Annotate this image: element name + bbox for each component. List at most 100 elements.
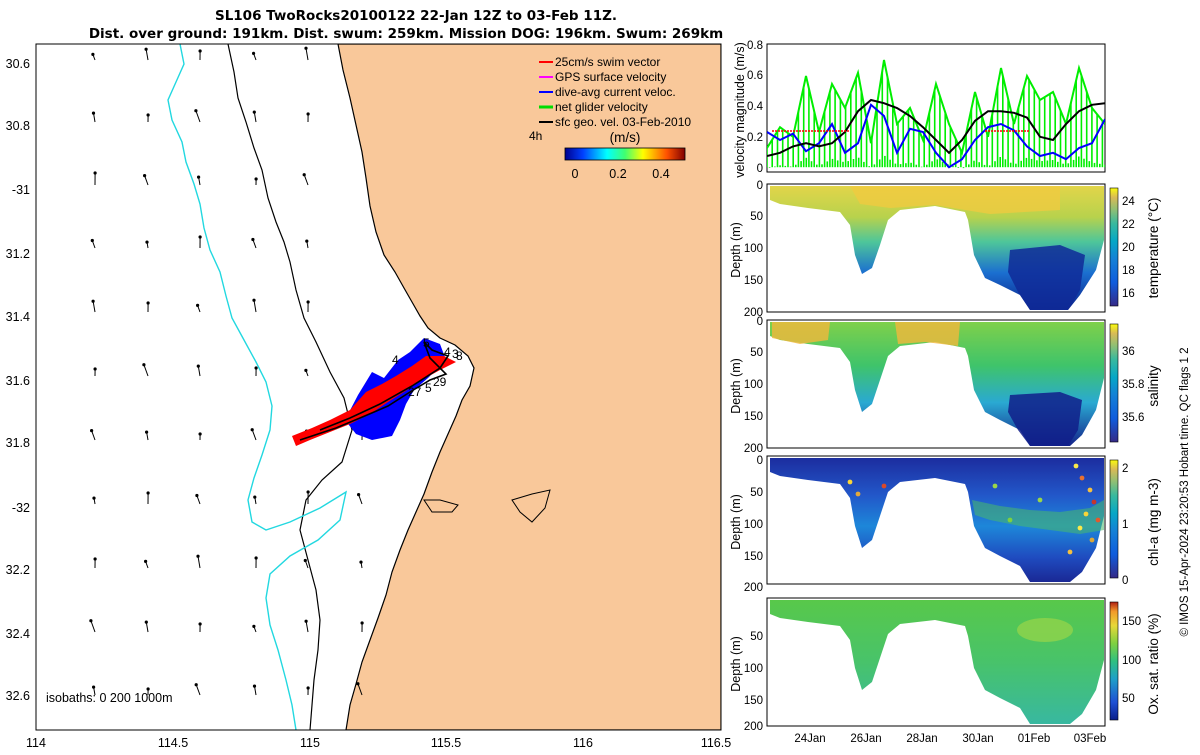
quiver-arrow-head [195, 494, 198, 497]
temp-cbtick: 24 [1122, 196, 1135, 208]
quiver-arrow-head [194, 109, 197, 112]
figure-title-line1: SL106 TwoRocks20100122 22-Jan 12Z to 03-… [215, 8, 617, 24]
quiver-arrow-head [307, 686, 310, 689]
quiver-arrow-head [307, 300, 310, 303]
chla-sample-point [882, 484, 887, 489]
time-tick: 30Jan [962, 733, 993, 745]
time-tick: 24Jan [794, 733, 825, 745]
ox-ytick: 150 [744, 695, 763, 707]
map-ytick: 32.6 [6, 689, 30, 703]
sal-cbtick: 35.6 [1122, 412, 1144, 424]
temp-ytick: 100 [744, 243, 763, 255]
quiver-arrow-head [252, 625, 255, 628]
track-label: 4 [392, 353, 399, 367]
chl-ylabel: Depth (m) [729, 494, 743, 550]
ox-ytick: 200 [744, 721, 763, 733]
chl-ytick: 100 [744, 519, 763, 531]
quiver-arrow-head [145, 431, 148, 434]
chl-cblabel: chl-a (mg m-3) [1146, 478, 1161, 566]
map-panel: 4 5 4 3 8 29 27 5 25cm/s swim vector GPS… [6, 44, 732, 750]
map-xtick: 114.5 [158, 736, 188, 750]
quiver-arrow-head [195, 683, 198, 686]
time-axis: 24Jan 26Jan 28Jan 30Jan 01Feb 03Feb [794, 733, 1106, 745]
quiver-arrow-head [305, 240, 308, 243]
map-colorbar-tick: 0.4 [652, 167, 669, 181]
chl-ytick: 150 [744, 551, 763, 563]
temp-cbtick: 20 [1122, 242, 1135, 254]
ox-cblabel: Ox. sat. ratio (%) [1146, 613, 1161, 714]
map-xtick: 116 [573, 736, 593, 750]
track-label: 29 [433, 375, 447, 389]
map-ytick: 32.2 [6, 563, 30, 577]
quiver-arrow-head [199, 235, 202, 238]
quiver-arrow-head [145, 241, 148, 244]
quiver-arrow-head [196, 304, 199, 307]
vel-ylabel: velocity magnitude (m/s) [733, 42, 747, 177]
quiver-arrow-head [197, 365, 200, 368]
chla-sample-point [1074, 464, 1079, 469]
quiver-arrow-head [90, 429, 93, 432]
isobaths-note: isobaths: 0 200 1000m [46, 691, 172, 705]
map-y-axis: 30.6 30.8 -31 31.2 31.4 31.6 31.8 -32 32… [6, 57, 30, 703]
oxygen-panel [767, 598, 1118, 726]
quiver-arrow-head [255, 366, 258, 369]
quiver-arrow-head [94, 171, 97, 174]
quiver-arrow-head [305, 620, 308, 623]
quiver-arrow-head [253, 111, 256, 114]
quiver-arrow-head [199, 432, 202, 435]
quiver-arrow-head [147, 491, 150, 494]
quiver-arrow-head [304, 559, 307, 562]
sal-ytick: 50 [750, 347, 763, 359]
map-ytick: -32 [12, 501, 30, 515]
vel-ytick: 0.2 [747, 132, 763, 144]
track-label: 5 [425, 381, 432, 395]
quiver-arrow-head [361, 621, 364, 624]
quiver-arrow-head [144, 560, 147, 563]
map-ytick: 31.4 [6, 310, 30, 324]
track-label: 4 [444, 345, 451, 359]
quiver-arrow-head [359, 561, 362, 564]
quiver-arrow-head [251, 238, 254, 241]
quiver-arrow-head [147, 301, 150, 304]
chla-colorbar [1110, 460, 1118, 578]
legend-label-sfc: sfc geo. vel. 03-Feb-2010 [555, 115, 691, 129]
quiver-arrow-head [303, 173, 306, 176]
section-panels [767, 184, 1118, 726]
copyright-note: © IMOS 15-Apr-2024 23:20:53 Hobart time.… [1179, 347, 1191, 636]
quiver-arrow-head [92, 686, 95, 689]
salinity-panel [767, 320, 1118, 448]
quiver-arrow-head [307, 490, 310, 493]
map-xtick: 115 [300, 736, 320, 750]
legend-label-current: dive-avg current veloc. [555, 85, 676, 99]
sal-ytick: 200 [744, 443, 763, 455]
track-label: 27 [408, 385, 422, 399]
map-colorbar-label: (m/s) [610, 130, 641, 145]
quiver-arrow-head [252, 299, 255, 302]
temp-ytick: 0 [757, 180, 763, 192]
map-ytick: 30.8 [6, 119, 30, 133]
temp-cblabel: temperature (°C) [1146, 198, 1161, 299]
chla-sample-point [1008, 518, 1013, 523]
chl-cbtick: 2 [1122, 463, 1128, 475]
map-colorbar-tick: 0.2 [609, 167, 626, 181]
chla-sample-point [1084, 512, 1089, 517]
temp-ylabel: Depth (m) [729, 222, 743, 278]
map-xtick: 116.5 [701, 736, 731, 750]
temp-cbtick: 22 [1122, 219, 1135, 231]
time-tick: 01Feb [1018, 733, 1051, 745]
quiver-arrow-head [356, 682, 359, 685]
chla-sample-point [993, 484, 998, 489]
quiver-arrow-head [255, 177, 258, 180]
map-colorbar-tick: 0 [572, 167, 579, 181]
quiver-arrow-head [91, 239, 94, 242]
ox-ylabel: Depth (m) [729, 636, 743, 692]
temperature-panel [767, 184, 1118, 312]
vel-ytick: 0.4 [747, 101, 764, 113]
quiver-arrow-head [304, 369, 307, 372]
chla-sample-point [1088, 488, 1093, 493]
chla-sample-point [1078, 526, 1083, 531]
quiver-arrow-head [89, 619, 92, 622]
legend-label-swim: 25cm/s swim vector [555, 55, 660, 69]
quiver-arrow-head [91, 53, 94, 56]
